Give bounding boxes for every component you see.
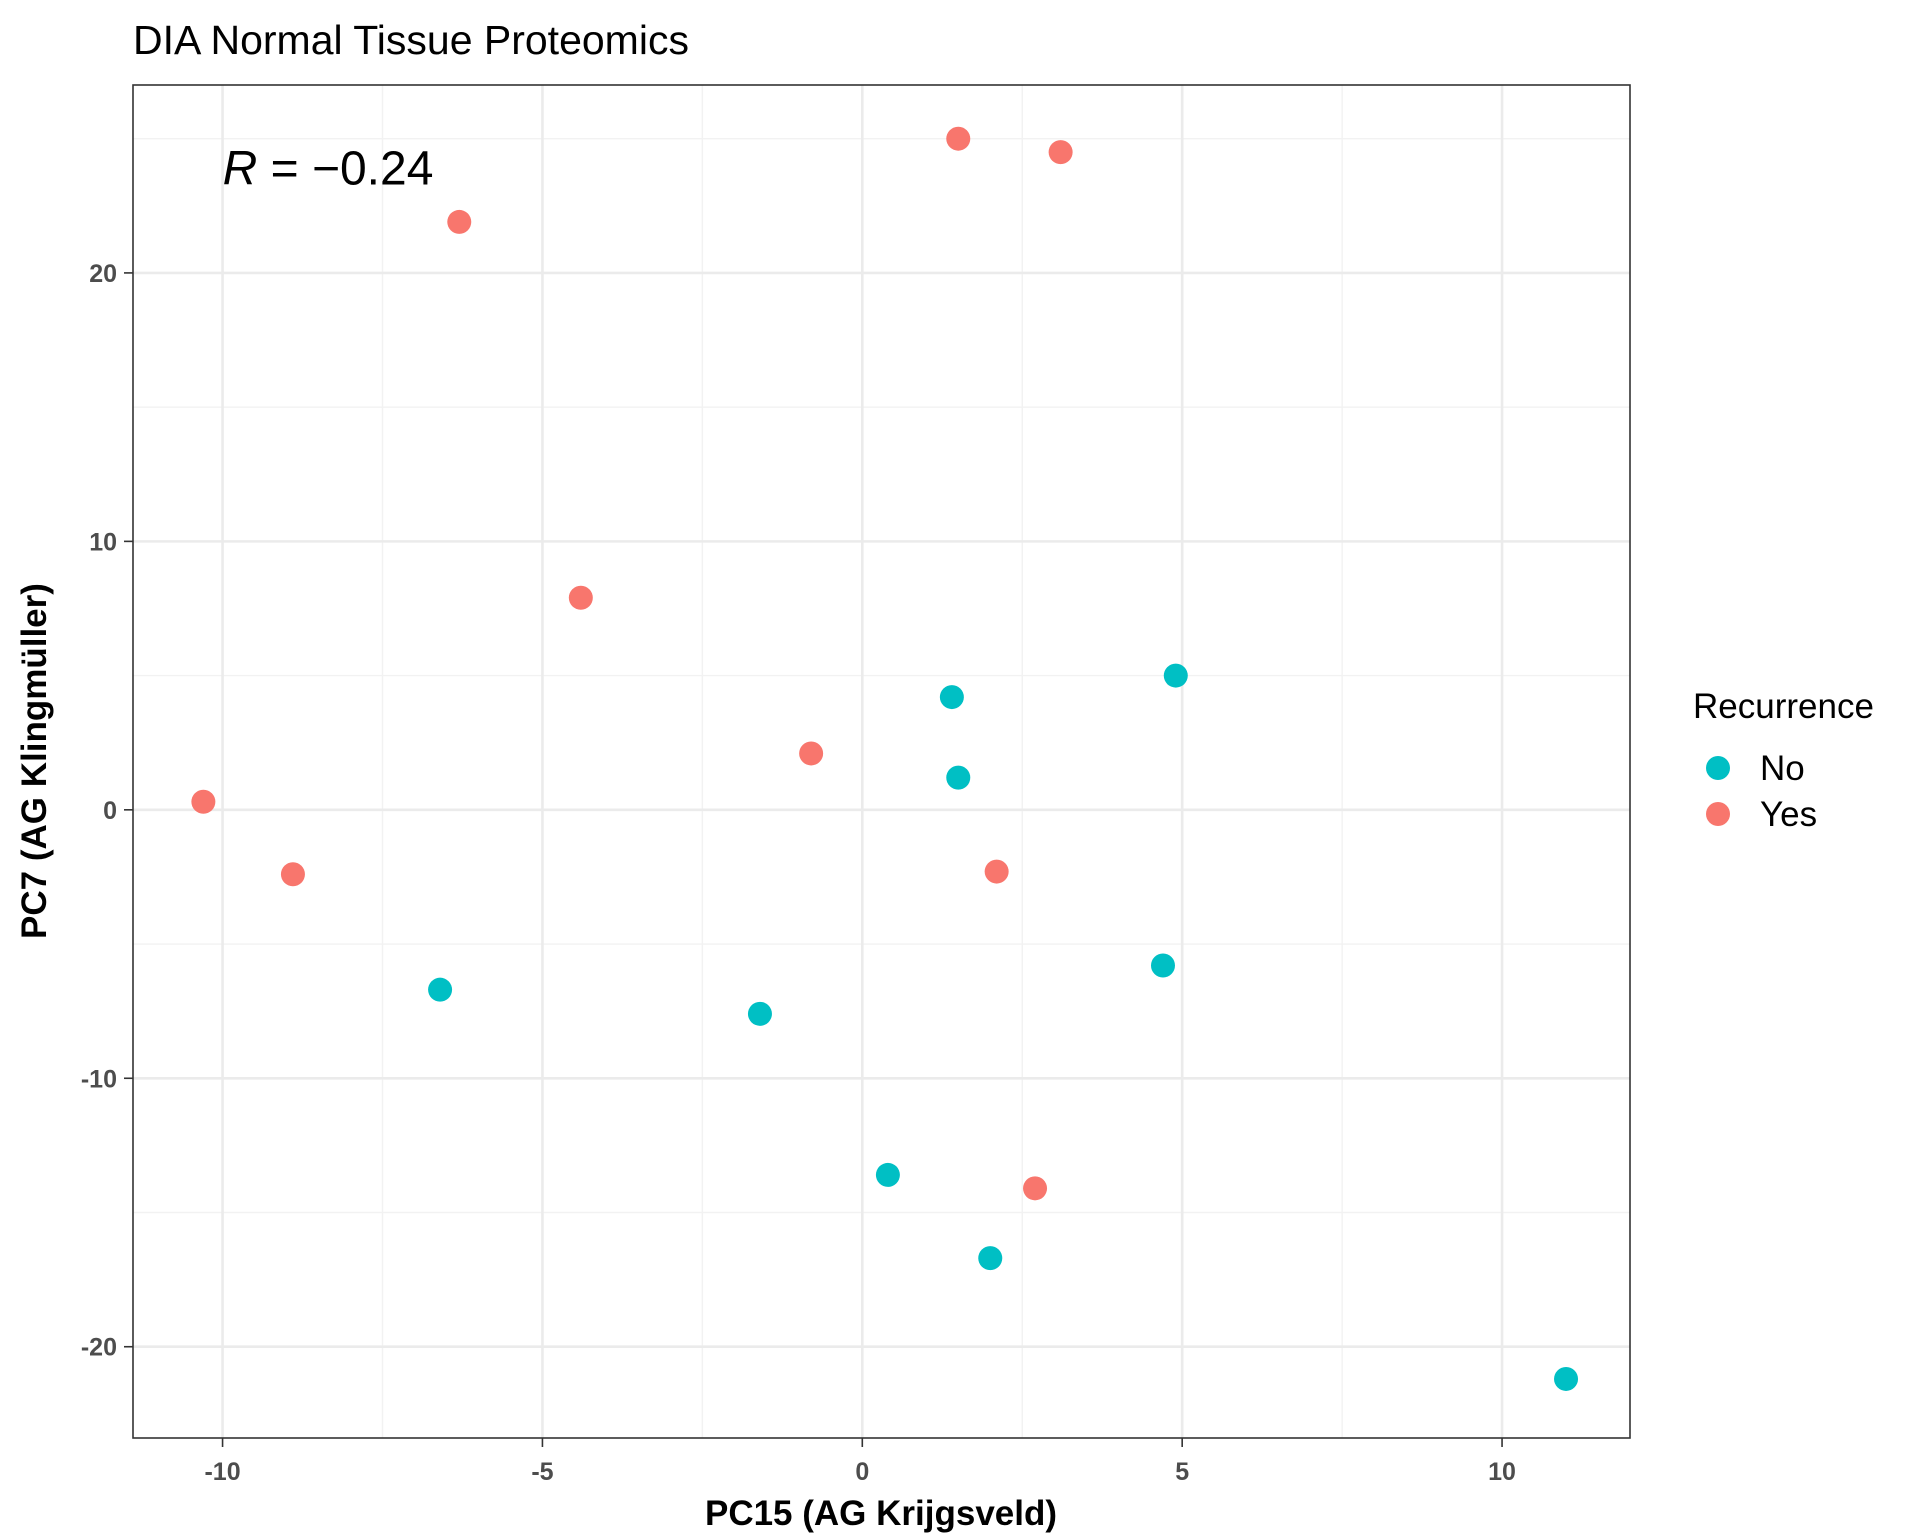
data-point-no [978, 1246, 1003, 1271]
legend-title: Recurrence [1693, 687, 1874, 726]
annotation-value: = −0.24 [257, 142, 433, 195]
legend-label-no: No [1760, 749, 1805, 788]
plot-area: R = −0.24 [132, 84, 1631, 1439]
y-tick-label: 0 [103, 797, 117, 825]
data-point-yes [799, 741, 824, 766]
legend-label-yes: Yes [1760, 795, 1817, 834]
correlation-annotation: R = −0.24 [223, 142, 434, 195]
grid-minor [133, 85, 1630, 1438]
y-tick-label: -20 [81, 1334, 117, 1362]
grid-major [133, 85, 1630, 1438]
data-point-yes [447, 209, 472, 234]
y-tick-label: -10 [81, 1065, 117, 1093]
data-point-no [1554, 1366, 1579, 1391]
legend-key-yes [1706, 802, 1730, 826]
x-tick-label: 5 [1175, 1458, 1189, 1486]
legend-items: No Yes [1706, 749, 1817, 834]
data-point-no [875, 1162, 900, 1187]
y-tick-label: 10 [89, 528, 117, 556]
x-axis-title: PC15 (AG Krijgsveld) [705, 1494, 1057, 1533]
chart-title: DIA Normal Tissue Proteomics [133, 17, 689, 63]
data-points [191, 126, 1579, 1391]
y-axis-title: PC7 (AG Klingmüller) [15, 583, 54, 939]
x-tick-label: -10 [204, 1458, 240, 1486]
data-point-yes [280, 862, 305, 887]
panel-background [133, 85, 1630, 1438]
data-point-no [428, 977, 453, 1002]
data-point-no [946, 765, 971, 790]
legend: Recurrence No Yes [1693, 687, 1874, 834]
data-point-yes [984, 859, 1009, 884]
data-point-no [1150, 953, 1175, 978]
annotation-symbol: R [223, 142, 258, 195]
data-point-yes [946, 126, 971, 151]
panel-border [132, 84, 1631, 1439]
data-point-no [1163, 663, 1188, 688]
x-tick-label: 10 [1488, 1458, 1516, 1486]
x-tick-label: -5 [531, 1458, 553, 1486]
y-tick-label: 20 [89, 260, 117, 288]
data-point-no [747, 1001, 772, 1026]
data-point-yes [568, 585, 593, 610]
data-point-no [939, 685, 964, 710]
data-point-yes [1023, 1176, 1048, 1201]
legend-key-no [1706, 756, 1730, 780]
x-tick-label: 0 [855, 1458, 869, 1486]
y-axis: -20 -10 0 10 20 [81, 260, 133, 1362]
x-axis: -10 -5 0 5 10 [204, 1438, 1516, 1486]
data-point-yes [191, 789, 216, 814]
data-point-yes [1048, 140, 1073, 165]
